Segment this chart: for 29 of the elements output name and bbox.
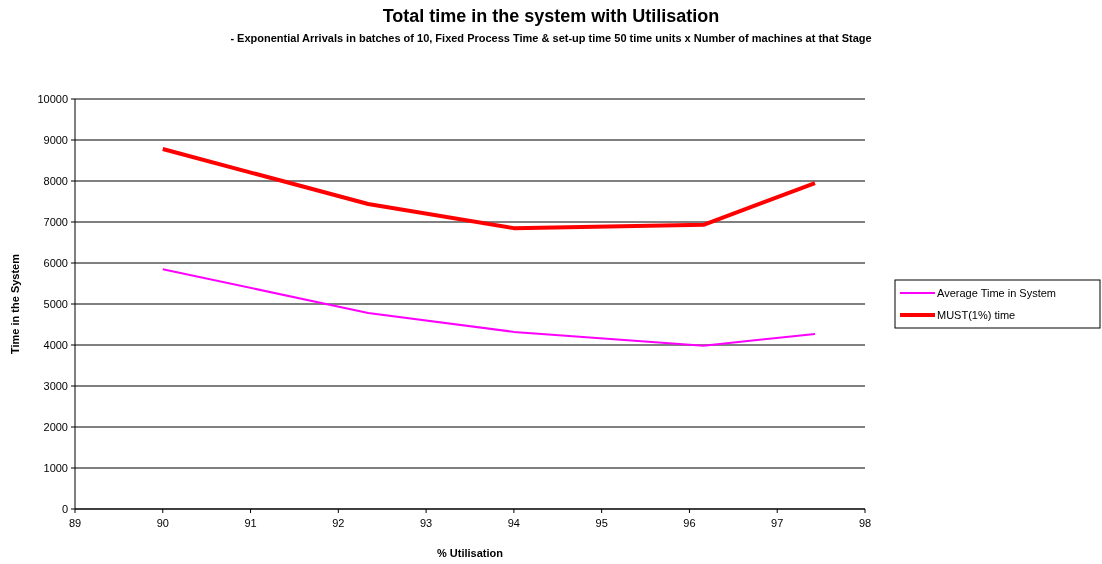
- chart-title: Total time in the system with Utilisation: [382, 6, 720, 26]
- x-tick-label: 89: [68, 517, 82, 529]
- x-tick-label: 94: [507, 517, 521, 529]
- legend-label: Average Time in System: [937, 287, 1057, 299]
- x-tick-label: 92: [332, 517, 345, 529]
- y-tick-label: 9000: [43, 134, 68, 146]
- line-series: [160, 147, 817, 231]
- x-tick-label: 96: [683, 517, 696, 529]
- x-tick-label: 91: [244, 517, 257, 529]
- y-tick-label: 10000: [37, 93, 68, 105]
- x-axis-title: % Utilisation: [436, 547, 504, 559]
- legend-label: MUST(1%) time: [937, 309, 1016, 321]
- y-tick-label: 1000: [43, 462, 68, 474]
- x-tick-label: 95: [595, 517, 608, 529]
- y-tick-label: 4000: [43, 339, 68, 351]
- chart-subtitle: - Exponential Arrivals in batches of 10, Fixed Process Time & set-up time 50 time units x Number of machines at that Stage: [230, 32, 872, 44]
- y-tick-label: 6000: [43, 257, 68, 269]
- x-tick-label: 90: [156, 517, 169, 529]
- y-tick-label: 3000: [43, 380, 68, 392]
- x-tick-label: 98: [858, 517, 872, 529]
- y-tick-label: 2000: [43, 421, 68, 433]
- x-tick-label: 97: [771, 517, 784, 529]
- y-tick-label: 8000: [43, 175, 68, 187]
- y-tick-label: 5000: [43, 298, 68, 310]
- y-tick-label: 7000: [43, 216, 68, 228]
- line-series: [161, 268, 816, 347]
- y-tick-label: 0: [61, 503, 68, 515]
- y-axis-title: Time in the System: [9, 253, 21, 355]
- x-tick-label: 93: [419, 517, 433, 529]
